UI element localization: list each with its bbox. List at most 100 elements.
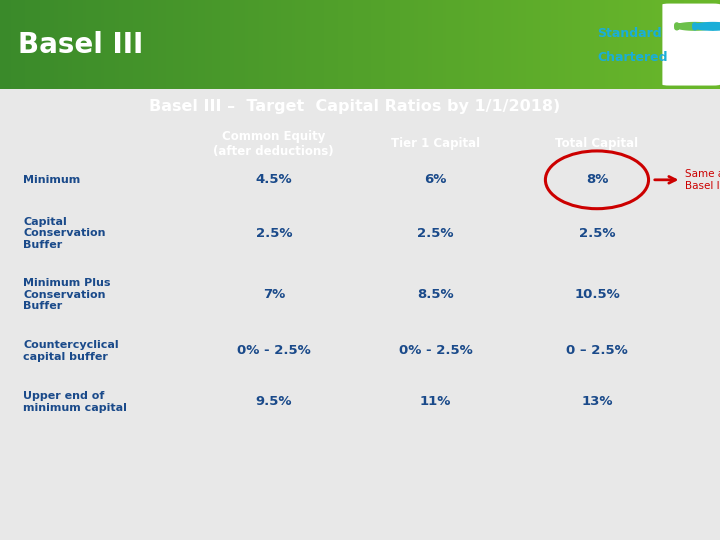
Bar [274,0,277,89]
Bar [461,0,464,89]
Bar [446,0,450,89]
Bar [342,0,346,89]
Bar [176,0,180,89]
Bar [497,0,500,89]
Text: Tier 1 Capital: Tier 1 Capital [391,137,480,150]
Bar [288,0,292,89]
Bar [457,0,461,89]
Bar [331,0,335,89]
Bar [572,0,576,89]
Bar [713,0,716,89]
Bar [104,0,108,89]
Bar [706,0,709,89]
Bar [655,0,659,89]
Text: 0 – 2.5%: 0 – 2.5% [566,345,628,357]
Bar [245,0,248,89]
Bar [508,0,511,89]
Bar [18,0,22,89]
Bar [101,0,104,89]
Bar [644,0,648,89]
Bar [234,0,238,89]
Bar [191,0,194,89]
Bar [630,0,634,89]
Bar [173,0,176,89]
Bar [378,0,382,89]
Bar [421,0,425,89]
Bar [94,0,97,89]
Bar [565,0,569,89]
Bar [180,0,184,89]
Bar [158,0,162,89]
Bar [619,0,623,89]
Bar [410,0,414,89]
Bar [472,0,475,89]
Bar [299,0,302,89]
Bar [230,0,234,89]
Bar [148,0,151,89]
Bar [551,0,554,89]
Bar [522,0,526,89]
Bar [256,0,259,89]
Bar [184,0,187,89]
Text: Capital
Conservation
Buffer: Capital Conservation Buffer [23,217,106,250]
Bar [270,0,274,89]
Bar [360,0,364,89]
Bar [40,0,43,89]
Bar [439,0,443,89]
Bar [482,0,486,89]
Bar [652,0,655,89]
Bar [533,0,536,89]
Bar [356,0,360,89]
Bar [137,0,140,89]
Bar [558,0,562,89]
Bar [443,0,446,89]
Bar [227,0,230,89]
Text: 10.5%: 10.5% [574,288,620,301]
Text: Minimum Plus
Conservation
Buffer: Minimum Plus Conservation Buffer [23,278,110,312]
Bar [648,0,652,89]
Bar [403,0,407,89]
Bar [169,0,173,89]
Bar [252,0,256,89]
Bar [259,0,263,89]
Text: 2.5%: 2.5% [256,227,292,240]
Text: 4.5%: 4.5% [256,173,292,186]
Bar [324,0,328,89]
Bar [641,0,644,89]
Bar [79,0,83,89]
Bar [14,0,18,89]
Bar [526,0,529,89]
Bar [166,0,169,89]
Bar [371,0,374,89]
Bar [486,0,490,89]
Bar [194,0,198,89]
Bar [623,0,626,89]
Bar [328,0,331,89]
Bar [414,0,418,89]
Bar [25,0,29,89]
Bar [11,0,14,89]
Bar [518,0,522,89]
Bar [112,0,115,89]
Bar [670,0,673,89]
Bar [216,0,220,89]
Bar [220,0,223,89]
Bar [594,0,598,89]
Bar [65,0,68,89]
Bar [223,0,227,89]
Bar [61,0,65,89]
Bar [382,0,385,89]
Bar [266,0,270,89]
Bar [515,0,518,89]
Bar [432,0,436,89]
Text: Common Equity
(after deductions): Common Equity (after deductions) [214,130,334,158]
Bar [248,0,252,89]
Bar [76,0,79,89]
Bar [662,0,666,89]
Bar [90,0,94,89]
Bar [58,0,61,89]
Bar [493,0,497,89]
Bar [364,0,367,89]
Bar [612,0,616,89]
Bar [32,0,36,89]
